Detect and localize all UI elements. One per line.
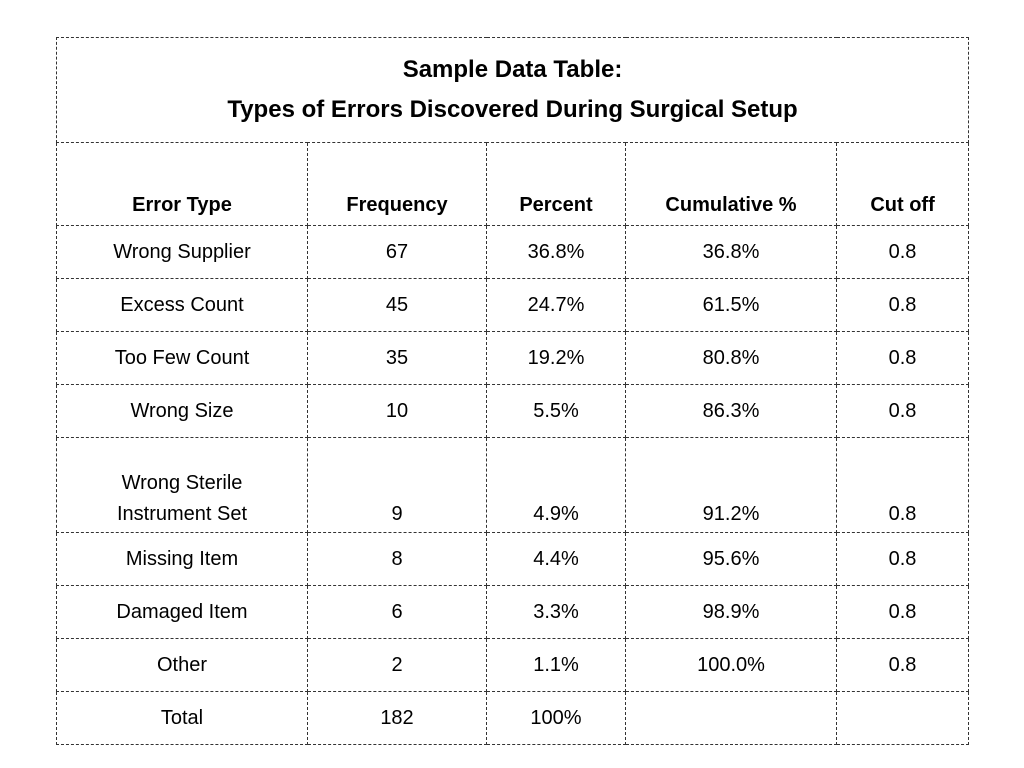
error-type-label: Damaged Item xyxy=(116,600,248,623)
frequency-cell: 67 xyxy=(307,225,487,279)
error-type-cell: Damaged Item xyxy=(56,585,308,639)
error-type-label: Instrument Set xyxy=(116,503,248,525)
cumulative-cell: 86.3% xyxy=(625,384,837,438)
percent-cell: 1.1% xyxy=(486,638,626,692)
table-row: Wrong Size 10 5.5% 86.3% 0.8 xyxy=(56,384,970,438)
cutoff-cell: 0.8 xyxy=(835,585,970,639)
cutoff-cell: 0.8 xyxy=(835,384,970,438)
error-type-cell: Total xyxy=(56,691,308,745)
table-title-line-2: Types of Errors Discovered During Surgic… xyxy=(227,96,798,123)
error-type-cell: Excess Count xyxy=(56,278,308,332)
error-type-label: Wrong Sterile xyxy=(121,472,243,494)
percent-cell: 100% xyxy=(486,691,626,745)
error-type-cell: Wrong Size xyxy=(56,384,308,438)
percent-cell: 36.8% xyxy=(486,225,626,279)
cumulative-cell: 36.8% xyxy=(625,225,837,279)
percent-cell: 4.4% xyxy=(486,532,626,586)
cutoff-cell: 0.8 xyxy=(835,437,970,533)
cutoff-cell: 0.8 xyxy=(835,331,970,385)
column-header-frequency: Frequency xyxy=(307,142,487,226)
frequency-cell: 35 xyxy=(307,331,487,385)
table-row: Total 182 100% xyxy=(56,691,970,745)
error-type-label: Too Few Count xyxy=(114,346,250,369)
table-row: Wrong Sterile Instrument Set 9 4.9% 91.2% 0.8 xyxy=(56,437,970,533)
error-type-cell: Too Few Count xyxy=(56,331,308,385)
table-row: Too Few Count 35 19.2% 80.8% 0.8 xyxy=(56,331,970,385)
error-type-label: Missing Item xyxy=(125,547,239,570)
error-types-table: Sample Data Table: Types of Errors Disco… xyxy=(55,37,970,745)
frequency-cell: 182 xyxy=(307,691,487,745)
error-type-label: Excess Count xyxy=(120,293,244,316)
column-header-cumulative: Cumulative % xyxy=(625,142,837,226)
frequency-cell: 8 xyxy=(307,532,487,586)
table-row: Wrong Supplier 67 36.8% 36.8% 0.8 xyxy=(56,225,970,279)
cumulative-cell: 61.5% xyxy=(625,278,837,332)
cumulative-cell xyxy=(625,691,837,745)
table-row: Missing Item 8 4.4% 95.6% 0.8 xyxy=(56,532,970,586)
column-header-cutoff: Cut off xyxy=(835,142,970,226)
title-row: Sample Data Table: Types of Errors Disco… xyxy=(55,37,970,143)
error-type-label: Other xyxy=(156,653,208,676)
error-type-label: Wrong Size xyxy=(130,399,234,422)
frequency-cell: 6 xyxy=(307,585,487,639)
cumulative-cell: 80.8% xyxy=(625,331,837,385)
cumulative-cell: 95.6% xyxy=(625,532,837,586)
error-type-label: Wrong Supplier xyxy=(113,240,251,263)
error-type-cell: Missing Item xyxy=(56,532,308,586)
percent-cell: 24.7% xyxy=(486,278,626,332)
error-type-cell: Wrong Sterile Instrument Set xyxy=(56,437,308,533)
frequency-cell: 2 xyxy=(307,638,487,692)
table-row: Other 2 1.1% 100.0% 0.8 xyxy=(56,638,970,692)
cutoff-cell: 0.8 xyxy=(835,532,970,586)
error-type-cell: Wrong Supplier xyxy=(56,225,308,279)
percent-cell: 3.3% xyxy=(486,585,626,639)
cumulative-cell: 100.0% xyxy=(625,638,837,692)
percent-cell: 4.9% xyxy=(486,437,626,533)
cutoff-cell: 0.8 xyxy=(835,225,970,279)
table-title: Sample Data Table: Types of Errors Disco… xyxy=(55,37,970,143)
data-table-frame: Sample Data Table: Types of Errors Disco… xyxy=(55,37,970,745)
cutoff-cell: 0.8 xyxy=(835,278,970,332)
cumulative-cell: 98.9% xyxy=(625,585,837,639)
percent-cell: 19.2% xyxy=(486,331,626,385)
frequency-cell: 9 xyxy=(307,437,487,533)
header-row: Error Type Frequency Percent Cumulative … xyxy=(56,142,970,226)
table-row: Excess Count 45 24.7% 61.5% 0.8 xyxy=(56,278,970,332)
table-title-line-1: Sample Data Table: xyxy=(402,56,623,83)
cumulative-cell: 91.2% xyxy=(625,437,837,533)
percent-cell: 5.5% xyxy=(486,384,626,438)
cutoff-cell: 0.8 xyxy=(835,638,970,692)
error-type-label: Total xyxy=(160,706,204,729)
frequency-cell: 45 xyxy=(307,278,487,332)
error-type-cell: Other xyxy=(56,638,308,692)
column-header-error-type: Error Type xyxy=(56,142,308,226)
table-row: Damaged Item 6 3.3% 98.9% 0.8 xyxy=(56,585,970,639)
frequency-cell: 10 xyxy=(307,384,487,438)
cutoff-cell xyxy=(835,691,970,745)
column-header-percent: Percent xyxy=(486,142,626,226)
